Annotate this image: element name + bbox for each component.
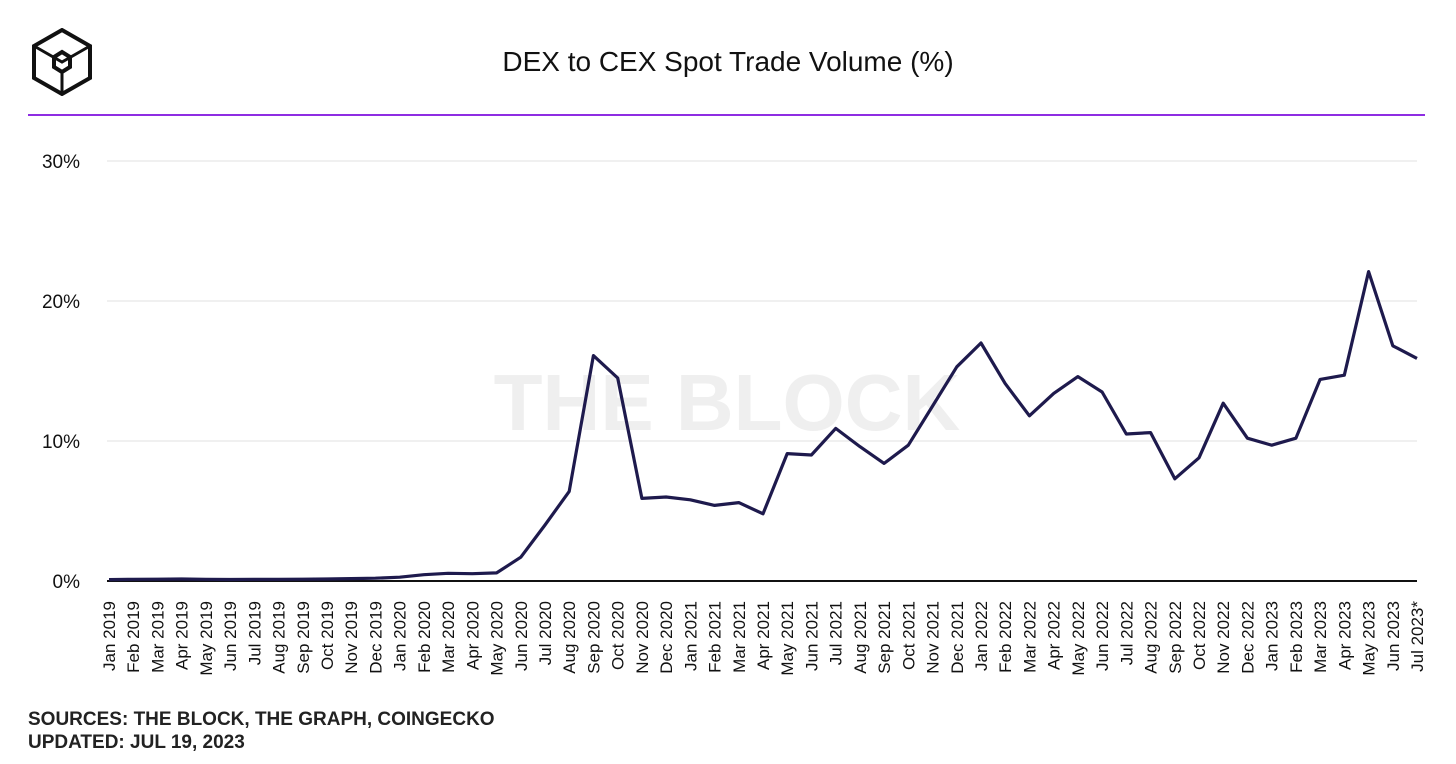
x-tick-label: Mar 2022	[1020, 601, 1039, 673]
x-tick-label: Apr 2021	[754, 601, 773, 670]
x-tick-label: Jul 2021	[827, 601, 846, 665]
x-tick-label: Apr 2019	[173, 601, 192, 670]
x-tick-label: Sep 2020	[584, 601, 603, 674]
x-tick-label: Oct 2020	[609, 601, 628, 670]
x-tick-label: Apr 2023	[1335, 601, 1354, 670]
x-tick-label: Apr 2020	[463, 601, 482, 670]
x-tick-label: Feb 2022	[996, 601, 1015, 673]
x-tick-label: Jan 2019	[100, 601, 119, 671]
x-tick-label: Sep 2021	[875, 601, 894, 674]
x-tick-label: Aug 2022	[1142, 601, 1161, 674]
title-accent-rule	[28, 114, 1425, 116]
x-tick-label: Mar 2019	[148, 601, 167, 673]
x-tick-label: Jul 2023*	[1408, 601, 1427, 672]
x-tick-label: Feb 2023	[1287, 601, 1306, 673]
x-tick-label: May 2020	[488, 601, 507, 676]
y-tick-label: 10%	[42, 432, 80, 453]
x-tick-label: Jun 2022	[1093, 601, 1112, 671]
watermark: THE BLOCK	[494, 358, 961, 447]
x-tick-label: Jun 2020	[512, 601, 531, 671]
x-tick-label: Sep 2019	[294, 601, 313, 674]
sources-note: SOURCES: THE BLOCK, THE GRAPH, COINGECKO	[28, 709, 495, 730]
x-tick-label: Jun 2021	[802, 601, 821, 671]
x-tick-label: Nov 2019	[342, 601, 361, 674]
x-tick-label: Feb 2021	[706, 601, 725, 673]
x-tick-label: May 2019	[197, 601, 216, 676]
x-tick-label: Jan 2020	[391, 601, 410, 671]
x-tick-label: Jun 2023	[1384, 601, 1403, 671]
x-tick-label: Aug 2021	[851, 601, 870, 674]
x-tick-label: Feb 2020	[415, 601, 434, 673]
y-tick-label: 20%	[42, 292, 80, 313]
x-tick-label: Feb 2019	[124, 601, 143, 673]
x-tick-label: Jun 2019	[221, 601, 240, 671]
x-tick-label: Nov 2022	[1214, 601, 1233, 674]
x-tick-label: Aug 2020	[560, 601, 579, 674]
chart-title: DEX to CEX Spot Trade Volume (%)	[502, 46, 954, 77]
x-tick-label: Jan 2022	[972, 601, 991, 671]
x-tick-label: Jan 2023	[1263, 601, 1282, 671]
grid-layer	[107, 160, 1417, 442]
y-tick-label: 30%	[42, 152, 80, 173]
x-tick-label: Mar 2020	[439, 601, 458, 673]
x-tick-label: Dec 2021	[948, 601, 967, 674]
x-tick-label: Nov 2021	[924, 601, 943, 674]
x-tick-label: Dec 2022	[1238, 601, 1257, 674]
x-tick-label: May 2021	[778, 601, 797, 676]
y-axis-ticks: 0% 10% 20% 30%	[42, 152, 80, 593]
updated-note: UPDATED: JUL 19, 2023	[28, 732, 245, 753]
x-tick-label: Mar 2021	[730, 601, 749, 673]
x-tick-label: Sep 2022	[1166, 601, 1185, 674]
x-tick-label: Oct 2022	[1190, 601, 1209, 670]
x-tick-label: Jul 2022	[1117, 601, 1136, 665]
x-axis-ticks: Jan 2019 Feb 2019 Mar 2019 Apr 2019 May 2019…	[100, 601, 1427, 676]
x-tick-label: Apr 2022	[1045, 601, 1064, 670]
the-block-cube-logo	[32, 28, 92, 96]
x-tick-label: May 2023	[1360, 601, 1379, 676]
x-tick-label: May 2022	[1069, 601, 1088, 676]
series-line	[108, 270, 1418, 582]
x-tick-label: Dec 2019	[366, 601, 385, 674]
x-tick-label: Jul 2019	[245, 601, 264, 665]
x-tick-label: Oct 2021	[899, 601, 918, 670]
y-tick-label: 0%	[53, 572, 81, 593]
x-tick-label: Jan 2021	[681, 601, 700, 671]
x-tick-label: Dec 2020	[657, 601, 676, 674]
x-tick-label: Nov 2020	[633, 601, 652, 674]
x-tick-label: Aug 2019	[270, 601, 289, 674]
x-tick-label: Oct 2019	[318, 601, 337, 670]
x-tick-label: Jul 2020	[536, 601, 555, 665]
x-tick-label: Mar 2023	[1311, 601, 1330, 673]
